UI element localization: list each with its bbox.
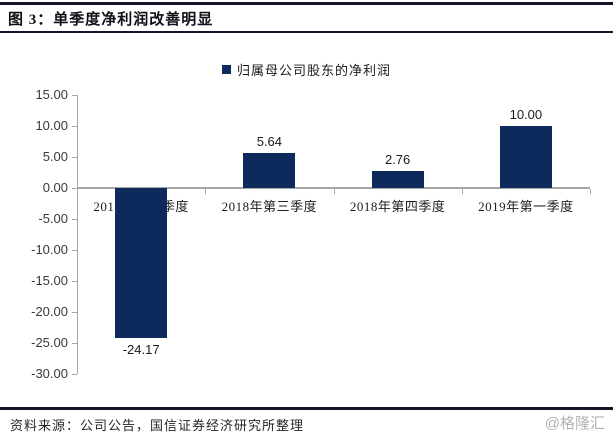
- y-axis-tick-label: -30.00: [31, 366, 68, 381]
- y-axis-tick-label: -5.00: [38, 211, 68, 226]
- top-border-rule: [0, 2, 613, 5]
- x-axis-tick: [205, 189, 207, 194]
- title-divider-rule: [0, 31, 613, 33]
- y-axis-tick-label: 10.00: [35, 118, 68, 133]
- bar-value-label: 5.64: [256, 134, 283, 150]
- y-axis-tick: [72, 374, 77, 375]
- y-axis-tick-label: -25.00: [31, 335, 68, 350]
- legend-swatch-icon: [221, 65, 231, 74]
- y-axis-tick: [72, 188, 77, 189]
- source-note: 资料来源：公司公告，国信证券经济研究所整理: [10, 418, 305, 433]
- y-axis-tick-label: -10.00: [31, 242, 68, 257]
- y-axis-tick-label: -20.00: [31, 304, 68, 319]
- x-axis-tick: [590, 189, 591, 194]
- y-axis-tick: [72, 126, 77, 127]
- y-axis-tick: [72, 157, 77, 158]
- x-category-label: 2018年第三季度: [221, 199, 318, 214]
- bar: [115, 188, 168, 338]
- footer-divider-rule: [0, 407, 613, 410]
- y-axis-tick: [72, 281, 77, 282]
- watermark: @格隆汇: [544, 415, 605, 432]
- x-category-label: 2019年第一季度: [478, 199, 574, 214]
- y-axis-tick-label: 0.00: [42, 180, 68, 195]
- bar-value-label: 2.76: [384, 151, 411, 167]
- y-axis-tick-label: -15.00: [31, 273, 68, 288]
- y-axis-tick-label: 15.00: [35, 87, 68, 102]
- x-axis-tick: [461, 189, 463, 194]
- figure-title: 图 3：单季度净利润改善明显: [8, 12, 214, 28]
- bar: [499, 126, 552, 188]
- x-axis-tick: [333, 189, 335, 194]
- x-axis-tick: [77, 189, 78, 194]
- y-axis-tick: [72, 312, 77, 313]
- chart-legend: 归属母公司股东的净利润: [0, 60, 613, 79]
- legend-label: 归属母公司股东的净利润: [236, 63, 391, 78]
- bar: [243, 153, 296, 188]
- bar-value-label: -24.17: [122, 341, 160, 357]
- bar-value-label: 10.00: [509, 107, 543, 122]
- x-category-label: 2018年第四季度: [349, 199, 446, 214]
- y-axis-tick-label: 5.00: [42, 149, 68, 164]
- y-axis-tick: [72, 250, 77, 251]
- bar: [371, 170, 424, 188]
- y-axis-line: [77, 95, 78, 374]
- y-axis-tick: [72, 95, 77, 96]
- x-axis-line: [77, 187, 590, 189]
- bar-chart: 15.00 10.00 5.00 0.00 -5.00 -10.00 -15.00 -20.0…: [0, 87, 613, 392]
- y-axis-tick: [72, 219, 77, 220]
- y-axis-tick: [72, 343, 77, 344]
